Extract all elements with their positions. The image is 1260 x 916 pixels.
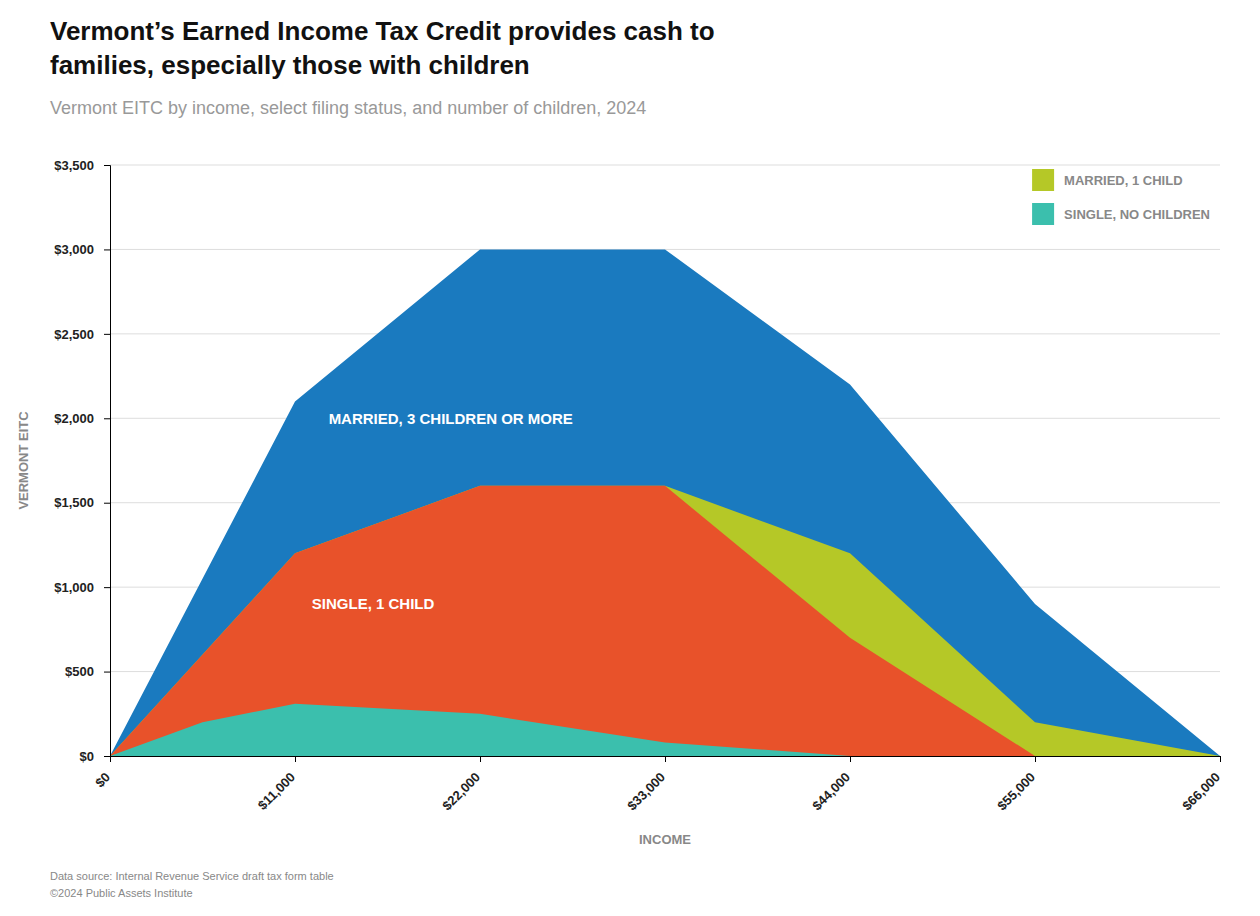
tick-label: $1,500 — [54, 495, 94, 510]
annotation: MARRIED, 3 CHILDREN OR MORE — [329, 410, 573, 427]
tick: $44,000 — [809, 756, 853, 813]
tick-label: $1,000 — [54, 580, 94, 595]
tick: $2,000 — [54, 411, 110, 426]
tick: $33,000 — [624, 756, 668, 813]
tick-mark — [1035, 756, 1036, 762]
tick-label: $2,500 — [54, 327, 94, 342]
area — [110, 704, 1220, 756]
tick-label: $2,000 — [54, 411, 94, 426]
title: families, especially those with children — [50, 50, 530, 80]
tick-label: $22,000 — [439, 769, 483, 813]
tick-label: $44,000 — [809, 769, 853, 813]
tick: $11,000 — [255, 756, 298, 813]
x-axis: $0 $11,000 $22,000 $33,000 $44,000 $55,000 $66… — [92, 756, 1223, 813]
tick-mark — [480, 756, 481, 762]
tick-label: $33,000 — [624, 769, 668, 813]
area — [110, 486, 1220, 756]
tick: $66,000 — [1179, 756, 1223, 813]
legend-entry: MARRIED, 1 CHILD — [1032, 169, 1182, 191]
tick: $0 — [92, 756, 113, 790]
tick-mark — [850, 756, 851, 762]
tick: $2,500 — [54, 327, 110, 342]
tick-mark — [104, 165, 110, 166]
tick-label: $55,000 — [994, 769, 1038, 813]
grid — [110, 165, 1220, 756]
annotations: MARRIED, 3 CHILDREN OR MORE SINGLE, 1 CHI… — [312, 410, 573, 613]
tick-mark — [104, 587, 110, 588]
title: Vermont’s Earned Income Tax Credit provi… — [50, 16, 715, 46]
tick-label: $66,000 — [1179, 769, 1223, 813]
tick: $1,000 — [54, 580, 110, 595]
plot: $0 $11,000 $22,000 $33,000 $44,000 $55,000 $66… — [16, 158, 1223, 847]
legend-label: SINGLE, NO CHILDREN — [1064, 207, 1210, 222]
legend-swatch — [1032, 203, 1054, 225]
legend: MARRIED, 1 CHILD SINGLE, NO CHILDREN — [1032, 169, 1210, 225]
tick-label: $0 — [92, 769, 113, 790]
tick: $1,500 — [54, 495, 110, 510]
tick-label: $500 — [65, 664, 94, 679]
tick: $0 — [80, 749, 110, 764]
tick-mark — [104, 503, 110, 504]
tick-label: $3,500 — [54, 158, 94, 173]
tick: $55,000 — [994, 756, 1038, 813]
chart: Vermont’s Earned Income Tax Credit provi… — [0, 0, 1260, 916]
tick: $22,000 — [439, 756, 483, 813]
y-axis: $0 $500 $1,000 $1,500 $2,000 $2,500 $3,000 $3,5… — [54, 158, 110, 764]
tick-label: $0 — [80, 749, 94, 764]
x-axis-label: INCOME — [639, 832, 691, 847]
tick-mark — [104, 418, 110, 419]
axis-line — [111, 757, 1221, 763]
tick-mark — [104, 756, 110, 757]
tick-mark — [665, 756, 666, 762]
areas — [110, 249, 1220, 756]
tick: $3,000 — [54, 242, 110, 257]
tick-label: $11,000 — [255, 769, 298, 812]
tick: $3,500 — [54, 158, 110, 173]
footnote: Data source: Internal Revenue Service dr… — [50, 870, 334, 882]
grid-line — [110, 165, 1220, 166]
tick-mark — [104, 334, 110, 335]
legend-label: MARRIED, 1 CHILD — [1064, 173, 1182, 188]
area — [110, 486, 1220, 756]
footnote: ©2024 Public Assets Institute — [50, 887, 193, 899]
title-group: Vermont’s Earned Income Tax Credit provi… — [50, 16, 715, 80]
tick-mark — [104, 249, 110, 250]
y-axis-label: VERMONT EITC — [16, 411, 31, 510]
tick-mark — [104, 672, 110, 673]
legend-swatch — [1032, 169, 1054, 191]
axis-line — [104, 166, 111, 757]
legend-entry: SINGLE, NO CHILDREN — [1032, 203, 1210, 225]
tick-label: $3,000 — [54, 242, 94, 257]
tick-mark — [295, 756, 296, 762]
annotation: SINGLE, 1 CHILD — [312, 595, 435, 612]
tick-mark — [1220, 756, 1221, 762]
tick: $500 — [65, 664, 110, 679]
subtitle: Vermont EITC by income, select filing st… — [50, 98, 646, 118]
area — [110, 249, 1220, 756]
